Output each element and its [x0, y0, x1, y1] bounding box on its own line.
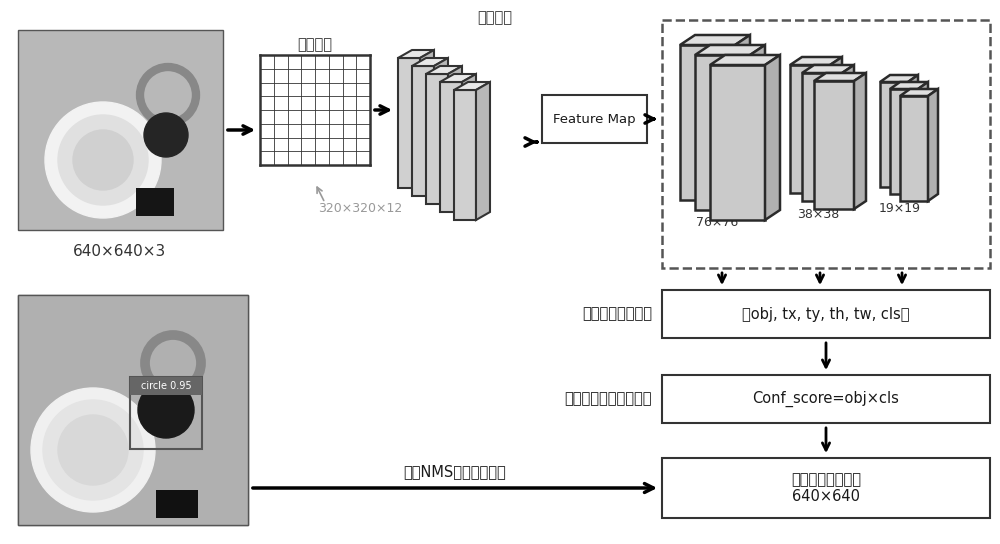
- Polygon shape: [476, 82, 490, 220]
- Polygon shape: [790, 65, 830, 193]
- Text: Conf_score=obj×cls: Conf_score=obj×cls: [753, 391, 899, 407]
- Text: 切片处理: 切片处理: [298, 38, 332, 53]
- Circle shape: [58, 415, 128, 485]
- Polygon shape: [802, 73, 842, 201]
- Polygon shape: [710, 55, 780, 65]
- Bar: [662, 458, 990, 518]
- Polygon shape: [680, 35, 750, 45]
- Circle shape: [73, 130, 133, 190]
- Polygon shape: [814, 73, 866, 81]
- Polygon shape: [454, 82, 490, 90]
- Polygon shape: [695, 55, 750, 210]
- Bar: [136, 188, 174, 216]
- Polygon shape: [448, 66, 462, 204]
- Polygon shape: [854, 73, 866, 209]
- Bar: [18, 295, 248, 525]
- Polygon shape: [908, 75, 918, 187]
- Polygon shape: [814, 81, 854, 209]
- Text: 卷积操作: 卷积操作: [478, 10, 512, 26]
- Polygon shape: [842, 65, 854, 201]
- Text: 640×640×3: 640×640×3: [73, 244, 167, 259]
- Polygon shape: [440, 74, 476, 82]
- Bar: [542, 95, 647, 143]
- Polygon shape: [790, 57, 842, 65]
- Text: 320×320×12: 320×320×12: [318, 202, 402, 215]
- Polygon shape: [426, 74, 448, 204]
- Text: 特征图结果映射回
640×640: 特征图结果映射回 640×640: [791, 472, 861, 504]
- Polygon shape: [830, 57, 842, 193]
- Text: circle 0.95: circle 0.95: [141, 381, 191, 391]
- Polygon shape: [880, 75, 918, 82]
- Polygon shape: [735, 35, 750, 200]
- Text: 76×76: 76×76: [696, 215, 738, 228]
- Polygon shape: [695, 45, 765, 55]
- Polygon shape: [412, 66, 434, 196]
- Polygon shape: [710, 65, 765, 220]
- Circle shape: [144, 113, 188, 157]
- Polygon shape: [420, 50, 434, 188]
- Bar: [18, 295, 248, 525]
- Polygon shape: [750, 45, 765, 210]
- Polygon shape: [412, 58, 448, 66]
- Polygon shape: [440, 82, 462, 212]
- Circle shape: [43, 400, 143, 500]
- Polygon shape: [880, 82, 908, 187]
- Polygon shape: [918, 82, 928, 194]
- Polygon shape: [398, 50, 434, 58]
- Polygon shape: [890, 89, 918, 194]
- Text: 加权NMS非极大值抑制: 加权NMS非极大值抑制: [404, 465, 506, 479]
- Circle shape: [138, 382, 194, 438]
- Polygon shape: [434, 58, 448, 196]
- Bar: [662, 290, 990, 338]
- Bar: [18, 295, 248, 525]
- Text: Feature Map: Feature Map: [553, 113, 635, 126]
- Polygon shape: [426, 66, 462, 74]
- Polygon shape: [900, 89, 938, 96]
- Polygon shape: [802, 65, 854, 73]
- Circle shape: [31, 388, 155, 512]
- Bar: [156, 490, 198, 518]
- Bar: [662, 20, 990, 268]
- Bar: [662, 375, 990, 423]
- Text: （obj, tx, ty, th, tw, cls）: （obj, tx, ty, th, tw, cls）: [742, 306, 910, 322]
- Polygon shape: [890, 82, 928, 89]
- Polygon shape: [398, 58, 420, 188]
- Text: 19×19: 19×19: [879, 202, 921, 215]
- Text: 计算预测框的信息: 计算预测框的信息: [582, 306, 652, 322]
- Polygon shape: [454, 90, 476, 220]
- Circle shape: [58, 115, 148, 205]
- Text: 设置阈值分数进行过滤: 设置阈值分数进行过滤: [564, 392, 652, 406]
- Polygon shape: [765, 55, 780, 220]
- Text: 38×38: 38×38: [797, 208, 839, 221]
- Bar: [130, 377, 202, 449]
- Polygon shape: [462, 74, 476, 212]
- Polygon shape: [928, 89, 938, 201]
- Bar: [18, 30, 223, 230]
- Polygon shape: [680, 45, 735, 200]
- Polygon shape: [900, 96, 928, 201]
- Bar: [130, 377, 202, 395]
- Circle shape: [45, 102, 161, 218]
